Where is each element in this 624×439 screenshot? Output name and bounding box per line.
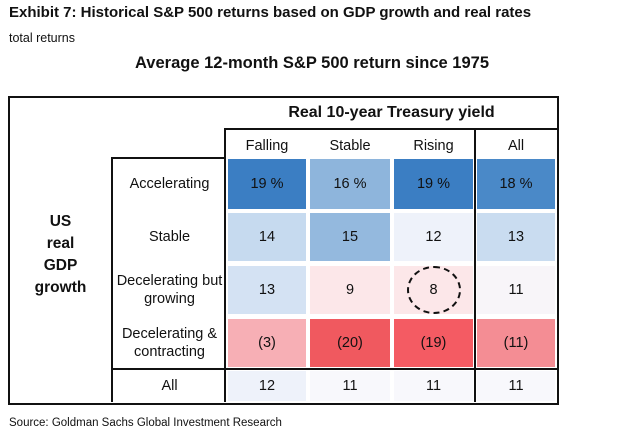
exhibit-title: Exhibit 7: Historical S&P 500 returns ba…: [9, 4, 532, 21]
row-group-label-line: GDP: [43, 257, 78, 274]
highlight-circle: [406, 266, 461, 314]
row-label: Stable: [148, 229, 191, 245]
table-cell: 16 %: [310, 159, 390, 209]
column-group-label: Real 10-year Treasury yield: [288, 104, 495, 121]
chart-title: Average 12-month S&P 500 return since 19…: [135, 54, 489, 72]
row-group-label: US real GDP growth: [10, 200, 111, 310]
table-cell: 15: [310, 213, 390, 261]
table-cell: (20): [310, 319, 390, 367]
table-cell: 8: [394, 266, 473, 314]
column-header: All: [507, 138, 525, 154]
row-group-label-line: US: [49, 213, 72, 230]
table-cell: 18 %: [477, 159, 555, 209]
units-label: total returns: [9, 31, 76, 45]
table-cell: 13: [228, 266, 306, 314]
table-cell: 9: [310, 266, 390, 314]
table-cell: 12: [394, 213, 473, 261]
table-cell: (3): [228, 319, 306, 367]
table-cell: 11: [394, 371, 473, 401]
row-label: Decelerating but growing: [116, 273, 223, 307]
table-cell: 19 %: [394, 159, 473, 209]
divider: [111, 368, 557, 370]
table-cell: 19 %: [228, 159, 306, 209]
row-label: All: [161, 378, 178, 394]
table-cell: (19): [394, 319, 473, 367]
source-note: Source: Goldman Sachs Global Investment …: [9, 417, 282, 429]
row-label: Accelerating: [129, 176, 210, 192]
table-cell: 11: [477, 371, 555, 401]
table-cell: 12: [228, 371, 306, 401]
table-frame: [8, 96, 559, 405]
column-header: Stable: [329, 138, 371, 154]
table-cell: 11: [477, 266, 555, 314]
row-label: Decelerating & contracting: [121, 326, 218, 360]
divider: [111, 157, 113, 402]
table-cell: 13: [477, 213, 555, 261]
table-cell: 14: [228, 213, 306, 261]
table-cell: (11): [477, 319, 555, 367]
column-header: Rising: [413, 138, 454, 154]
table-cell: 11: [310, 371, 390, 401]
row-group-label-line: real: [46, 235, 75, 252]
divider: [224, 128, 226, 402]
divider: [111, 157, 226, 159]
divider: [226, 128, 557, 130]
divider: [474, 128, 476, 402]
column-header: Falling: [245, 138, 289, 154]
row-group-label-line: growth: [34, 279, 87, 296]
